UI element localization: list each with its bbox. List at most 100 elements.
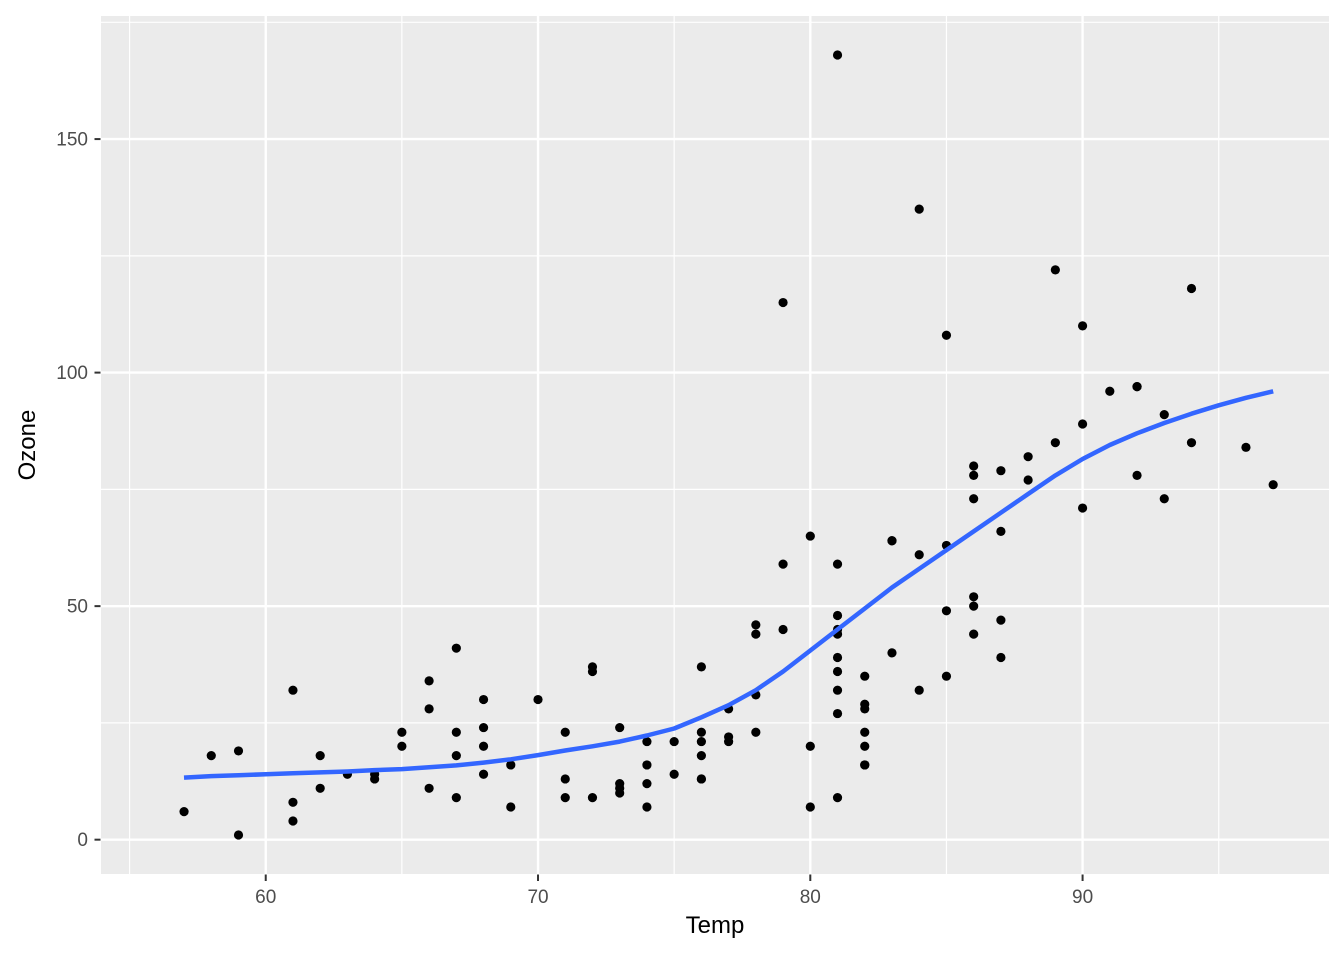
x-tick-label: 80	[800, 887, 821, 908]
data-point	[1077, 503, 1088, 513]
data-point	[424, 676, 434, 686]
data-point	[1077, 419, 1088, 429]
data-point	[451, 643, 461, 653]
data-point	[478, 722, 489, 733]
data-point	[996, 652, 1006, 663]
data-point	[832, 685, 843, 695]
data-point	[233, 746, 244, 756]
data-point	[1050, 265, 1060, 275]
data-point	[587, 666, 598, 677]
x-tick-label: 60	[255, 887, 276, 908]
data-point	[642, 760, 652, 770]
data-point	[696, 662, 706, 672]
data-point	[1268, 480, 1278, 490]
data-point	[315, 783, 325, 793]
data-point	[533, 694, 543, 705]
data-point	[832, 708, 843, 719]
data-point	[206, 750, 216, 761]
data-point	[615, 788, 625, 798]
data-point	[969, 629, 979, 639]
data-point	[1186, 283, 1197, 294]
data-point	[424, 783, 434, 793]
data-point	[751, 727, 761, 737]
data-point	[1241, 442, 1251, 452]
data-point	[1186, 438, 1197, 448]
data-point	[832, 793, 843, 803]
data-point	[1159, 494, 1169, 504]
data-point	[914, 550, 924, 560]
data-point	[642, 802, 652, 812]
data-point	[1132, 382, 1142, 392]
data-point	[969, 494, 979, 504]
data-point	[969, 470, 979, 480]
data-point	[506, 802, 516, 812]
data-point	[560, 727, 570, 737]
data-point	[969, 601, 979, 611]
data-point	[996, 615, 1006, 625]
data-point	[969, 461, 979, 471]
data-point	[233, 830, 244, 840]
data-point	[805, 802, 815, 812]
data-point	[506, 760, 516, 770]
data-point	[778, 624, 788, 635]
x-tick-label: 70	[527, 887, 548, 908]
data-point	[805, 741, 815, 751]
data-point	[832, 50, 843, 60]
x-tick-label: 90	[1072, 887, 1093, 908]
data-point	[887, 648, 897, 658]
plot-panel	[101, 16, 1329, 874]
data-point	[478, 741, 489, 751]
data-point	[669, 736, 679, 747]
data-point	[969, 592, 979, 602]
data-point	[778, 559, 788, 569]
data-point	[751, 629, 761, 639]
data-point	[424, 704, 434, 714]
y-tick-label: 150	[56, 130, 88, 151]
y-tick-label: 0	[77, 830, 88, 851]
data-point	[724, 736, 734, 747]
data-point	[778, 297, 788, 308]
data-point	[996, 526, 1006, 537]
data-point	[288, 816, 298, 826]
y-tick-label: 50	[67, 597, 88, 618]
data-point	[941, 330, 952, 340]
data-point	[887, 536, 897, 546]
data-point	[1023, 452, 1033, 462]
data-point	[941, 671, 952, 681]
data-point	[696, 736, 706, 747]
y-tick-label: 100	[56, 363, 88, 384]
data-point	[832, 652, 843, 663]
data-point	[832, 559, 843, 569]
y-axis-title: Ozone	[14, 409, 41, 481]
data-point	[288, 797, 298, 807]
data-point	[315, 750, 325, 761]
data-point	[832, 666, 843, 677]
data-point	[696, 750, 706, 761]
data-point	[805, 531, 815, 541]
data-point	[478, 769, 489, 779]
data-point	[860, 727, 870, 737]
data-point	[696, 727, 706, 737]
data-point	[451, 750, 461, 761]
data-point	[587, 793, 598, 803]
smooth-line	[183, 389, 1274, 780]
data-point	[642, 779, 652, 789]
data-point	[179, 807, 189, 817]
data-point	[914, 685, 924, 695]
x-axis-title: Temp	[685, 912, 745, 939]
data-point	[615, 722, 625, 733]
data-point	[696, 774, 706, 784]
data-point	[860, 671, 870, 681]
data-point	[1023, 475, 1033, 485]
data-point	[560, 774, 570, 784]
data-point	[832, 610, 843, 621]
data-point	[451, 793, 461, 803]
data-point	[669, 769, 679, 779]
data-point	[860, 704, 870, 714]
data-point	[397, 741, 407, 751]
data-point	[642, 736, 652, 747]
data-point	[860, 760, 870, 770]
data-point	[941, 606, 952, 616]
